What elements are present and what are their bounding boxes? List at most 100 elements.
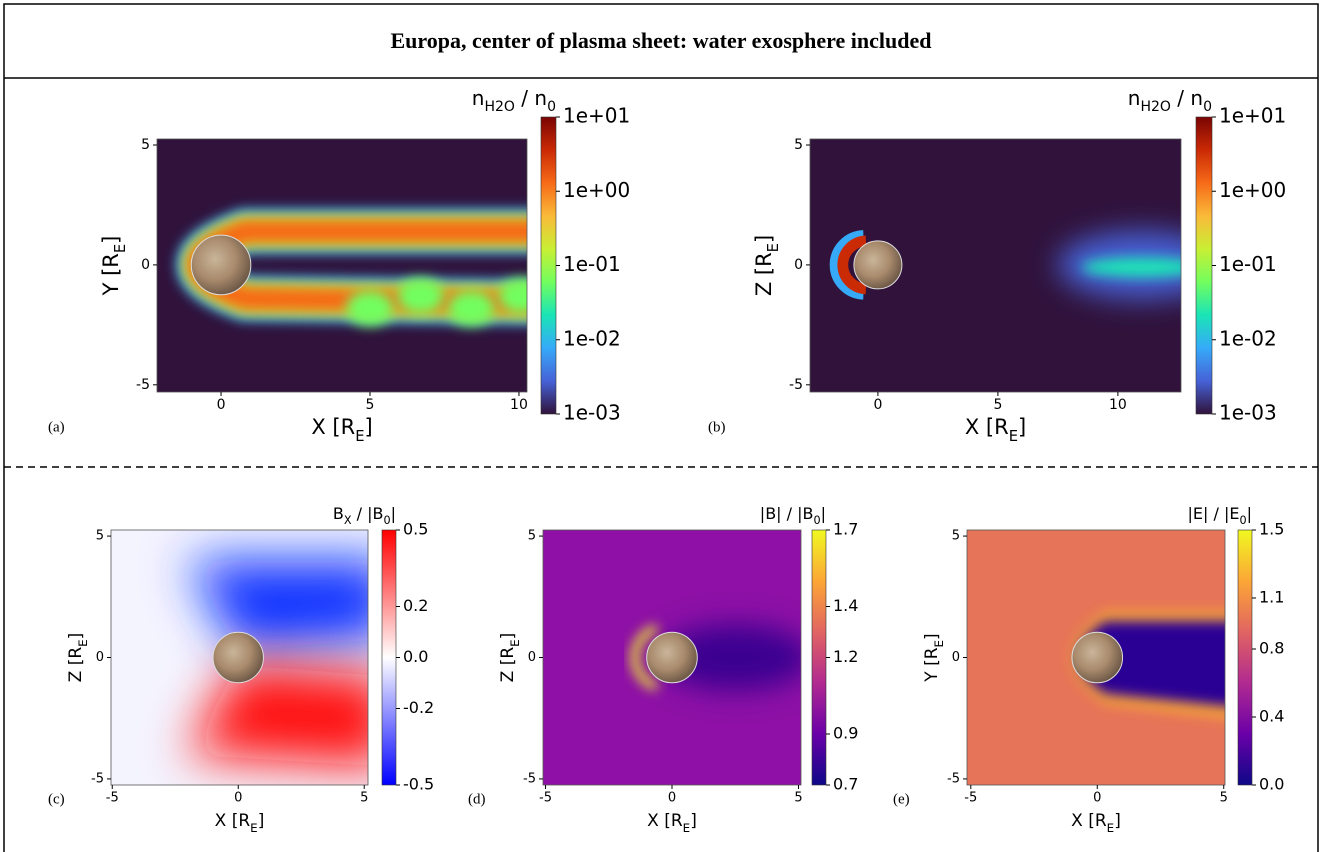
label-part: ] <box>752 235 776 243</box>
colorbar-tick-label: 1e-03 <box>563 401 621 425</box>
label-part: ] <box>1114 811 1121 831</box>
label-part: | <box>391 504 396 523</box>
heatmap <box>967 530 1225 785</box>
label-part: Z [R <box>752 252 776 296</box>
field-lobe <box>187 664 368 766</box>
y-tick-label: -5 <box>91 771 104 786</box>
label-part: X [R <box>1071 811 1107 831</box>
colorbar-tick-label: 0.4 <box>1259 707 1284 726</box>
x-axis-label: X [RE] <box>1071 811 1121 835</box>
label-part: n <box>472 86 485 110</box>
x-axis-label: X [RE] <box>647 811 697 835</box>
field-crescent <box>631 624 659 691</box>
y-tick-label: -5 <box>523 771 536 786</box>
field-crescent <box>837 235 867 295</box>
label-part: / n <box>515 86 547 110</box>
colorbar-tick-label: 0.0 <box>1259 775 1284 794</box>
colorbar-tick-label: 1e+01 <box>563 104 630 128</box>
label-part: ] <box>922 633 942 640</box>
label-subscript: 0 <box>813 514 820 527</box>
europa <box>646 631 698 684</box>
label-subscript: E <box>76 639 90 647</box>
x-tick-label: -5 <box>106 791 119 806</box>
label-part: |B| / |B <box>760 504 814 523</box>
x-tick-label: 5 <box>1220 791 1228 806</box>
x-tick-label: 10 <box>510 397 528 413</box>
label-part: / n <box>1171 86 1203 110</box>
label-part: | <box>821 504 826 523</box>
plot-frame <box>156 138 528 393</box>
y-tick-label: 0 <box>96 650 104 665</box>
field-plume <box>1081 257 1181 277</box>
colorbar-tick-label: 1.1 <box>1259 588 1284 607</box>
label-subscript: E <box>508 639 522 647</box>
x-tick-label: 10 <box>1109 397 1127 413</box>
colorbar-label: |E| / |E0| <box>1188 504 1252 527</box>
label-part: ] <box>690 811 697 831</box>
label-part: X [R <box>647 811 683 831</box>
label-part: |E| / |E <box>1188 504 1240 523</box>
colorbar-tick-label: 1e-03 <box>1219 401 1277 425</box>
x-axis-label: X [RE] <box>311 415 372 445</box>
plot-frame <box>809 138 1182 393</box>
y-tick-label: 5 <box>528 529 536 544</box>
y-axis-label: Y [RE] <box>99 236 129 297</box>
label-subscript: E <box>355 428 364 445</box>
colorbar-tick-label: 0.7 <box>833 775 858 794</box>
y-tick-label: 0 <box>794 257 803 273</box>
label-subscript: E <box>1107 821 1115 835</box>
colorbar-tick-label: -0.2 <box>403 698 434 717</box>
label-subscript: 0 <box>383 514 390 527</box>
label-part: / |B <box>352 504 384 523</box>
colorbar-tick-label: 1.2 <box>833 647 858 666</box>
colorbar <box>1195 116 1213 415</box>
label-part: | <box>1247 504 1252 523</box>
label-part: ] <box>1018 415 1026 439</box>
x-axis-label: X [RE] <box>215 811 265 835</box>
europa <box>190 234 252 296</box>
colorbar-tick-label: 0.0 <box>403 647 428 666</box>
y-tick-label: 5 <box>952 529 960 544</box>
x-axis-label: X [RE] <box>965 415 1026 445</box>
y-tick-label: 5 <box>794 137 803 153</box>
label-part: Z [R <box>66 647 86 683</box>
field-eddy <box>346 290 394 326</box>
x-tick-label: 0 <box>234 791 242 806</box>
y-tick-label: 0 <box>952 650 960 665</box>
field-eddy <box>396 278 445 314</box>
europa <box>853 240 903 290</box>
heatmap <box>810 139 1181 392</box>
colorbar-tick-label: 1e+00 <box>1219 178 1286 202</box>
label-part: X [R <box>311 415 355 439</box>
panel-label: (a) <box>48 419 65 435</box>
label-part: ] <box>66 633 86 640</box>
label-subscript: E <box>112 244 129 253</box>
colorbar-tick-label: 1e-02 <box>1219 326 1277 350</box>
field-eddy <box>498 278 527 314</box>
y-tick-label: 5 <box>96 529 104 544</box>
x-tick-label: -5 <box>539 791 552 806</box>
colorbar-tick-label: 1e-01 <box>563 252 621 276</box>
colorbar-tick-label: -0.5 <box>403 775 434 794</box>
colorbar-label: |B| / |B0| <box>760 504 826 527</box>
heatmap <box>111 530 368 785</box>
y-axis-label: Z [RE] <box>498 633 522 683</box>
label-part: Y [R <box>922 647 942 682</box>
heatmap <box>157 139 527 392</box>
colorbar-tick-label: 1e+01 <box>1219 104 1286 128</box>
x-tick-label: 5 <box>794 791 802 806</box>
label-part: ] <box>364 415 372 439</box>
field-lobe <box>187 560 368 651</box>
label-subscript: E <box>765 243 782 252</box>
x-tick-label: 0 <box>1093 791 1101 806</box>
label-part: ] <box>99 236 123 244</box>
label-subscript: E <box>932 640 946 648</box>
x-tick-label: 0 <box>668 791 676 806</box>
panel-label: (d) <box>468 791 486 807</box>
colorbar-tick-label: 0.2 <box>403 596 428 615</box>
field-wake <box>659 624 801 691</box>
label-subscript: H2O <box>1140 99 1170 115</box>
label-part: X [R <box>215 811 251 831</box>
label-subscript: E <box>683 821 691 835</box>
